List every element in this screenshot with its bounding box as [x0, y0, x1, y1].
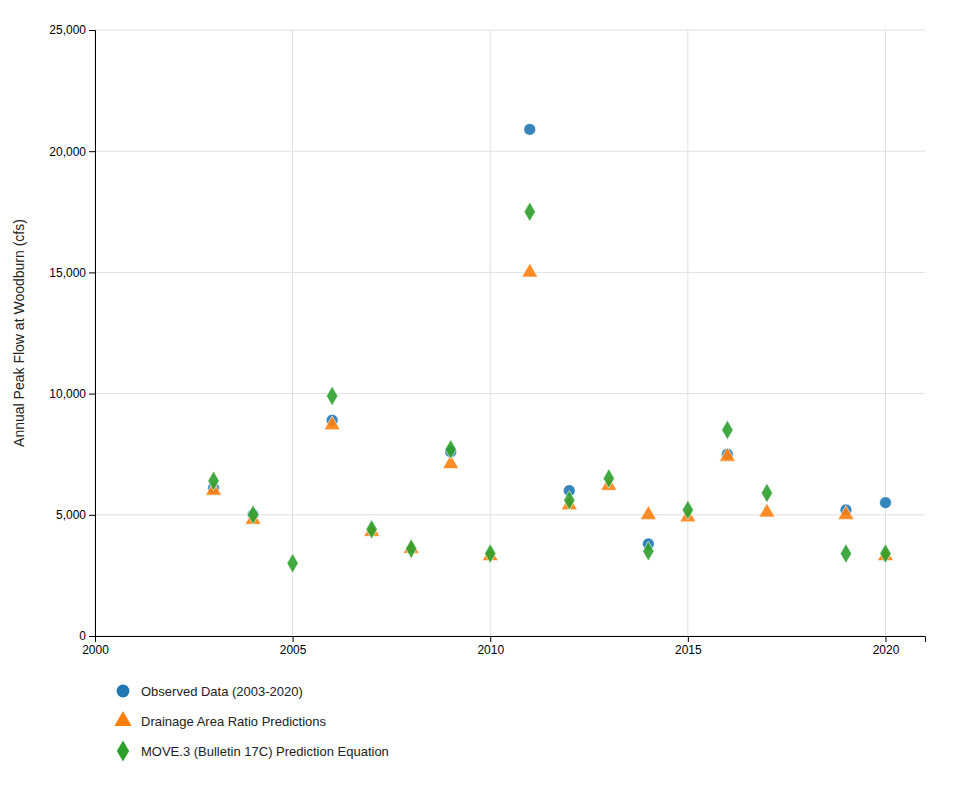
series [208, 202, 891, 573]
tick: 15,000 [49, 266, 95, 280]
tick-label: 10,000 [49, 387, 86, 401]
point [564, 490, 575, 510]
tick: 10,000 [49, 387, 95, 401]
tick: 2015 [675, 636, 702, 657]
grid-line-y [95, 151, 925, 152]
tick-mark [490, 636, 491, 642]
tick-label: 2005 [280, 643, 307, 657]
point [761, 483, 772, 503]
grid [95, 30, 925, 636]
chart: 2000 2005 2010 2015 2020 0 5,000 10,000 15,000 20… [0, 0, 955, 806]
tick-label: 0 [79, 629, 86, 643]
y-axis-title: Annual Peak Flow at Woodburn (cfs) [11, 219, 27, 447]
legend-symbol [114, 711, 131, 726]
legend-symbol [117, 740, 129, 761]
legend-item: Observed Data (2003-2020) [117, 684, 303, 699]
x-axis: 2000 2005 2010 2015 2020 [82, 636, 925, 657]
tick-label: 2020 [873, 643, 900, 657]
legend-label: MOVE.3 (Bulletin 17C) Prediction Equatio… [141, 744, 389, 759]
point [838, 506, 854, 520]
grid-line-x [687, 30, 688, 636]
point [603, 469, 614, 489]
point [208, 471, 219, 491]
series [208, 123, 892, 549]
tick-mark [89, 151, 95, 152]
point [445, 440, 456, 460]
grid-line-y [95, 514, 925, 515]
point [643, 541, 654, 561]
point [722, 420, 733, 440]
point [640, 506, 656, 520]
plot-area: 2000 2005 2010 2015 2020 0 5,000 10,000 15,000 20… [49, 23, 925, 656]
tick-label: 15,000 [49, 266, 86, 280]
tick-mark [89, 30, 95, 31]
point [840, 544, 851, 564]
point [366, 520, 377, 540]
point [287, 554, 298, 574]
tick: 0 [79, 629, 95, 643]
tick-label: 5,000 [56, 508, 86, 522]
grid-line-y [95, 393, 925, 394]
point [406, 539, 417, 559]
grid-line-y [95, 30, 925, 31]
point [880, 544, 891, 564]
series [206, 263, 894, 560]
points [206, 123, 894, 573]
legend: Observed Data (2003-2020) Drainage Area R… [114, 684, 389, 762]
tick-mark [89, 636, 95, 637]
point [522, 263, 538, 277]
tick-mark [89, 515, 95, 516]
legend-label: Observed Data (2003-2020) [141, 684, 303, 699]
tick: 2005 [280, 636, 307, 657]
axis-domain [96, 637, 926, 643]
tick: 20,000 [49, 145, 95, 159]
legend-item: MOVE.3 (Bulletin 17C) Prediction Equatio… [117, 740, 389, 761]
axis-domain [89, 31, 96, 637]
legend-item: Drainage Area Ratio Predictions [114, 711, 326, 729]
tick-label: 25,000 [49, 23, 86, 37]
tick-mark [885, 636, 886, 642]
tick-mark [89, 272, 95, 273]
tick-mark [688, 636, 689, 642]
point [327, 386, 338, 406]
point [247, 505, 258, 525]
tick-label: 2015 [675, 643, 702, 657]
tick: 5,000 [56, 508, 95, 522]
tick-label: 2010 [477, 643, 504, 657]
grid-line-y [95, 272, 925, 273]
point [759, 503, 775, 517]
legend-label: Drainage Area Ratio Predictions [141, 714, 326, 729]
tick-label: 2000 [82, 643, 109, 657]
tick: 25,000 [49, 23, 95, 37]
point [880, 497, 892, 509]
point [324, 416, 340, 430]
point [682, 500, 693, 520]
tick-label: 20,000 [49, 145, 86, 159]
grid-line-x [292, 30, 293, 636]
tick: 2000 [82, 636, 109, 657]
tick-mark [89, 394, 95, 395]
y-axis: 0 5,000 10,000 15,000 20,000 25,000 [49, 23, 95, 643]
legend-symbol [117, 685, 130, 698]
point [485, 544, 496, 564]
tick-mark [293, 636, 294, 642]
tick: 2020 [873, 636, 900, 657]
point [524, 123, 536, 135]
point [524, 202, 535, 222]
point [719, 447, 735, 461]
tick: 2010 [477, 636, 504, 657]
